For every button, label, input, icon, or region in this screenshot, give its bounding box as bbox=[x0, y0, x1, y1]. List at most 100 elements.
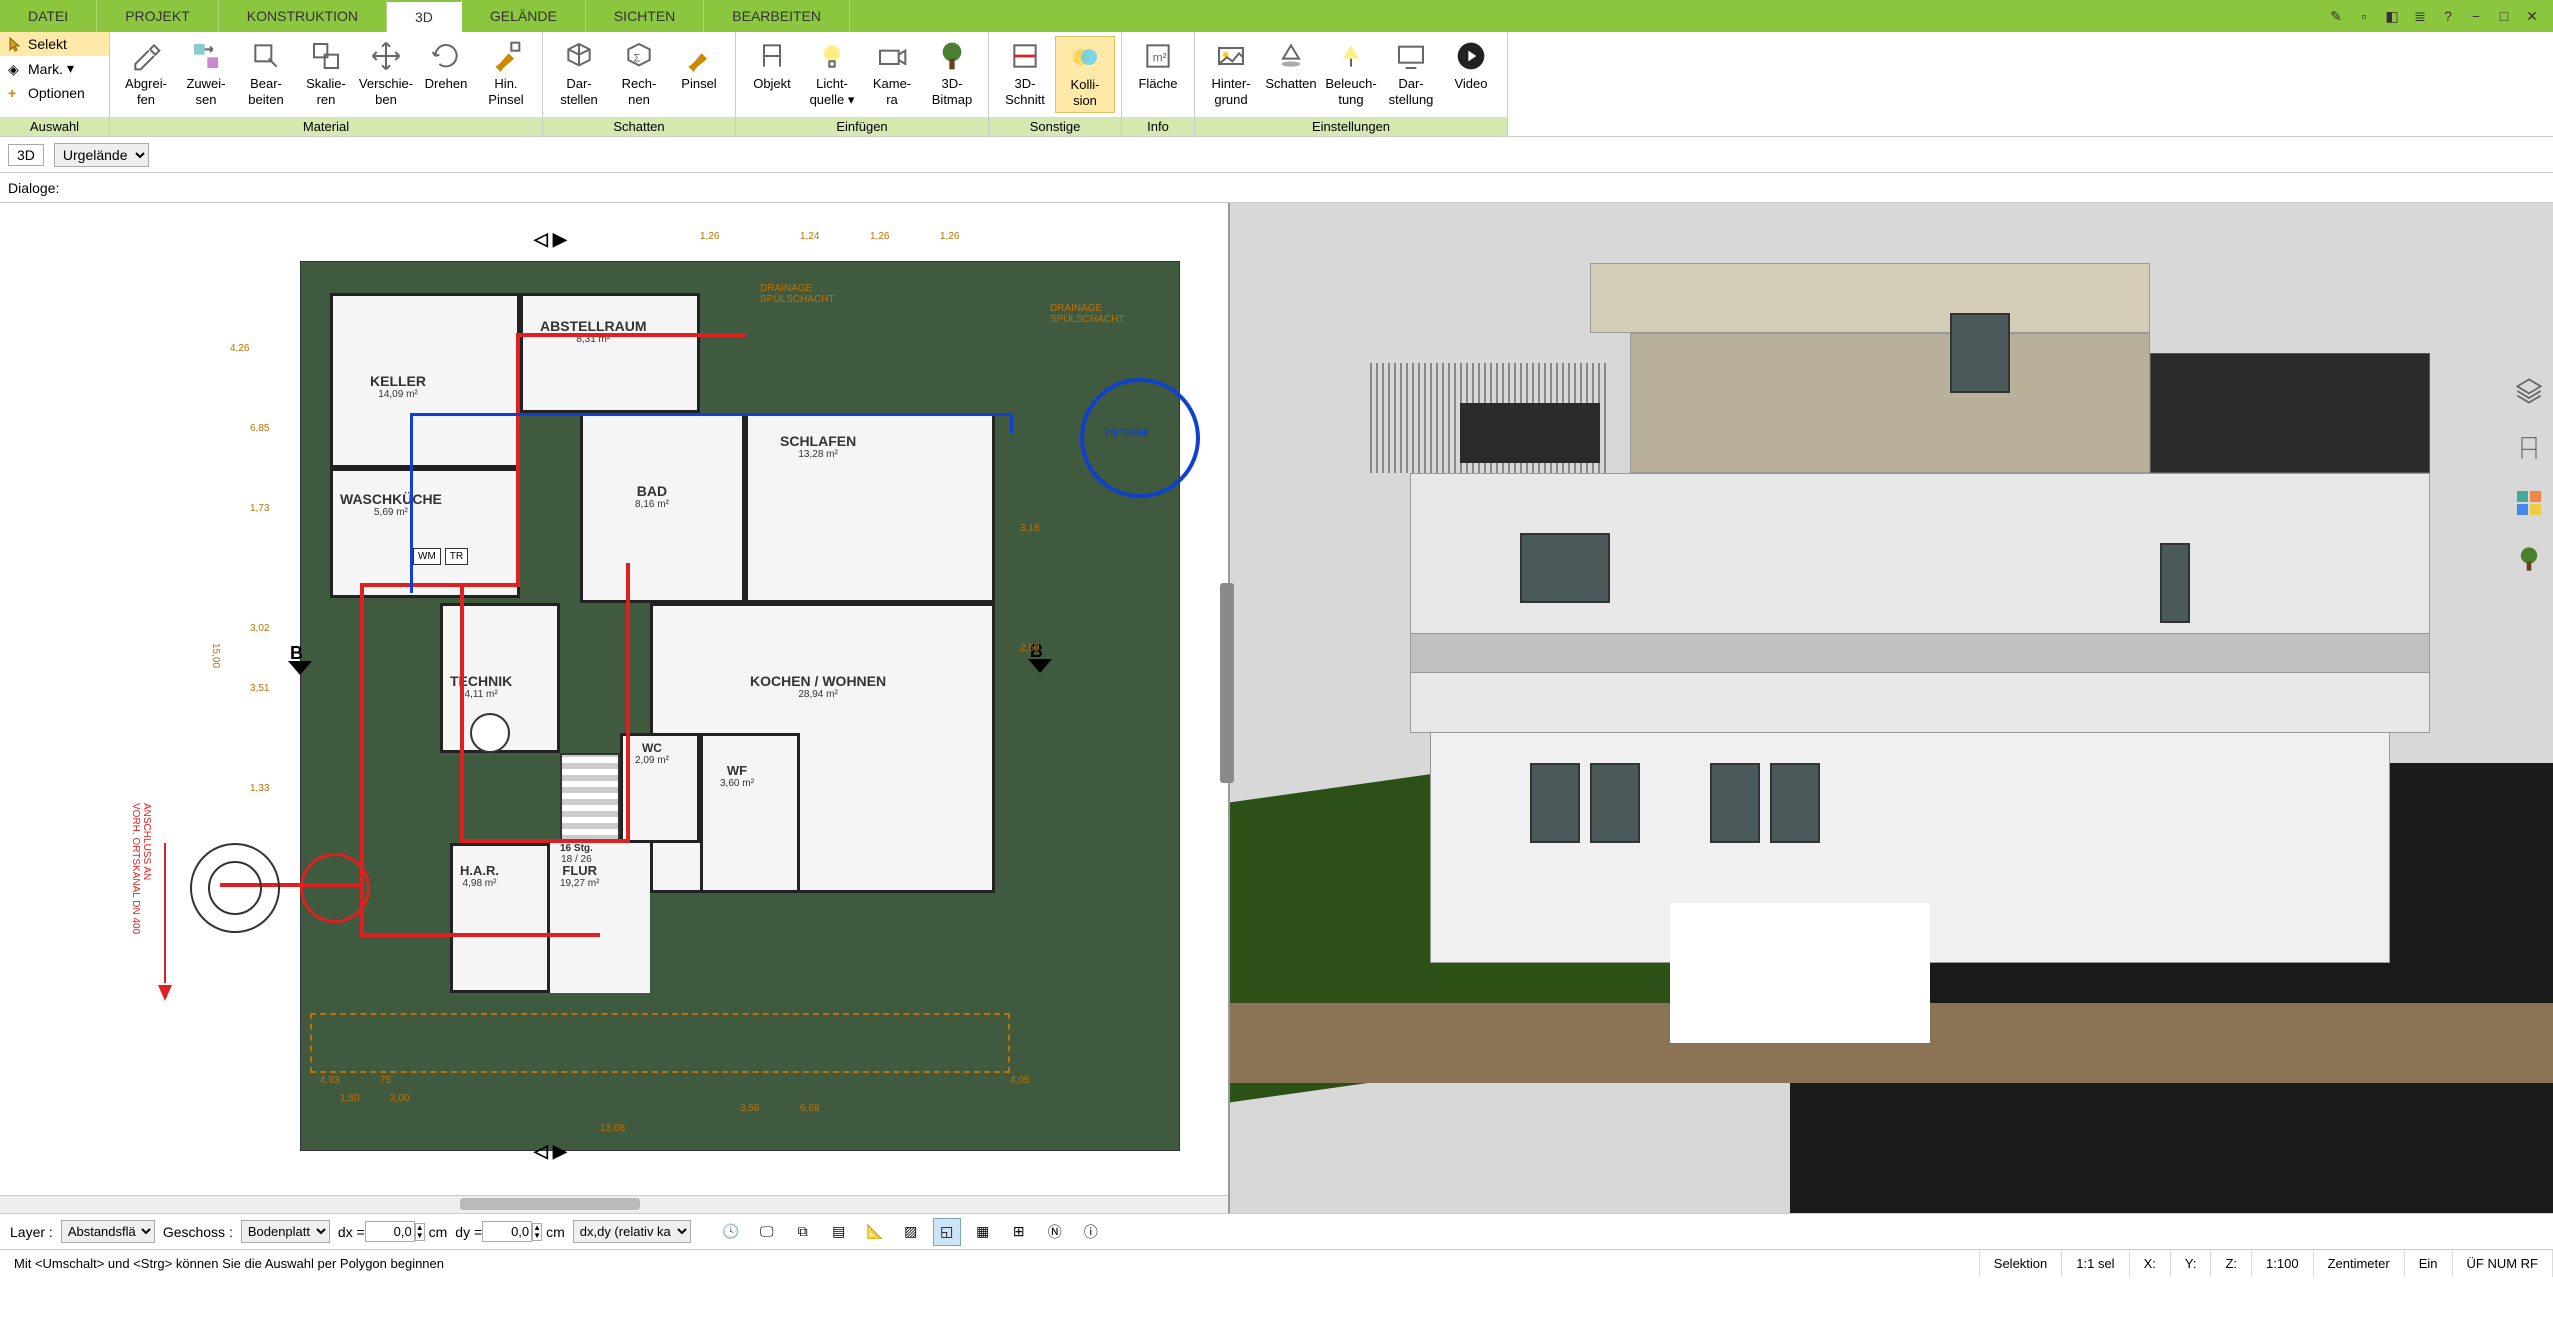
ribbon-group-material: Abgrei- fen Zuwei- senBear- beitenSkalie-… bbox=[110, 32, 543, 136]
dy-input[interactable] bbox=[482, 1221, 532, 1242]
scrollbar-thumb[interactable] bbox=[460, 1198, 640, 1210]
ribbon-kollision-button[interactable]: Kolli- sion bbox=[1055, 36, 1115, 113]
room-abstellraum bbox=[520, 293, 700, 413]
label-keller: KELLER14,09 m² bbox=[370, 373, 426, 400]
layer-select[interactable]: Abstandsflä bbox=[61, 1220, 155, 1243]
ribbon-schatten-button[interactable]: Schatten bbox=[1261, 36, 1321, 113]
building-slab bbox=[1410, 633, 2430, 673]
ribbon-beleuchtung-button[interactable]: Beleuch- tung bbox=[1321, 36, 1381, 113]
maximize-icon[interactable]: □ bbox=[2493, 5, 2515, 27]
help-icon[interactable]: ? bbox=[2437, 5, 2459, 27]
dim: 1,50 bbox=[340, 1093, 359, 1104]
ribbon-hinpinsel-button[interactable]: Hin. Pinsel bbox=[476, 36, 536, 113]
grid-icon[interactable]: ⊞ bbox=[1005, 1218, 1033, 1246]
info-icon[interactable]: ⓘ bbox=[1077, 1218, 1105, 1246]
dim-icon[interactable]: ◱ bbox=[933, 1218, 961, 1246]
ribbon-objekt-button[interactable]: Objekt bbox=[742, 36, 802, 113]
menu-datei[interactable]: DATEI bbox=[0, 0, 97, 32]
ribbon-darstellen-s-button[interactable]: Dar- stellen bbox=[549, 36, 609, 113]
ribbon-bearbeiten-button[interactable]: Bear- beiten bbox=[236, 36, 296, 113]
tree-tool-icon[interactable] bbox=[2511, 541, 2547, 577]
floorplan-scrollbar[interactable] bbox=[0, 1195, 1228, 1213]
3d-view-pane[interactable] bbox=[1230, 203, 2553, 1213]
dx-down[interactable]: ▼ bbox=[416, 1232, 424, 1240]
appliances: WM TR bbox=[413, 548, 468, 565]
ribbon-darstellung-button[interactable]: Dar- stellung bbox=[1381, 36, 1441, 113]
mark-dropdown-icon[interactable]: ▾ bbox=[67, 60, 74, 77]
floorplan-pane[interactable]: ◁ ▶ ◁ ▶ KELLER14,09 m² ABSTELLRAUM8,31 m… bbox=[0, 203, 1230, 1213]
ribbon-bitmap3d-button[interactable]: 3D- Bitmap bbox=[922, 36, 982, 113]
building-mid bbox=[1410, 473, 2430, 733]
menu-sichten[interactable]: SICHTEN bbox=[586, 0, 704, 32]
dim: 1,33 bbox=[250, 783, 269, 794]
ribbon-group-info: m²Fläche Info bbox=[1122, 32, 1195, 136]
window-3d bbox=[1530, 763, 1580, 843]
menu-gelaende[interactable]: GELÄNDE bbox=[462, 0, 586, 32]
options-button[interactable]: + Optionen bbox=[0, 81, 109, 105]
ribbon-abgreifen-button[interactable]: Abgrei- fen bbox=[116, 36, 176, 113]
terrain-select[interactable]: Urgelände bbox=[54, 143, 149, 167]
menu-3d[interactable]: 3D bbox=[387, 0, 462, 32]
cistern bbox=[1080, 378, 1200, 498]
new-icon[interactable]: ▫ bbox=[2353, 5, 2375, 27]
ribbon-licht-button[interactable]: Licht- quelle ▾ bbox=[802, 36, 862, 113]
north-icon[interactable]: Ⓝ bbox=[1041, 1218, 1069, 1246]
coord-mode-select[interactable]: dx,dy (relativ ka bbox=[573, 1220, 691, 1243]
layers-icon[interactable]: ≣ bbox=[2409, 5, 2431, 27]
dim: 4,93 bbox=[320, 1075, 339, 1086]
water-line bbox=[410, 413, 413, 593]
ribbon-pinsel-button[interactable]: Pinsel bbox=[669, 36, 729, 113]
ribbon-hintergrund-button[interactable]: Hinter- grund bbox=[1201, 36, 1261, 113]
menu-projekt[interactable]: PROJEKT bbox=[97, 0, 219, 32]
tree-icon bbox=[936, 40, 968, 72]
pipe bbox=[626, 563, 630, 843]
ribbon-zuweisen-button[interactable]: Zuwei- sen bbox=[176, 36, 236, 113]
manhole-inner bbox=[208, 861, 262, 915]
ribbon-verschieben-button[interactable]: Verschie- ben bbox=[356, 36, 416, 113]
room-waschkueche bbox=[330, 468, 520, 598]
menu-konstruktion[interactable]: KONSTRUKTION bbox=[219, 0, 387, 32]
select-button[interactable]: Selekt bbox=[0, 32, 109, 56]
stack-icon[interactable]: ▤ bbox=[825, 1218, 853, 1246]
window-3d bbox=[1950, 313, 2010, 393]
ribbon-group-schatten: Dar- stellenΣRech- nenPinsel Schatten bbox=[543, 32, 736, 136]
close-icon[interactable]: ✕ bbox=[2521, 5, 2543, 27]
copy-icon[interactable]: ⧉ bbox=[789, 1218, 817, 1246]
arrow-down-icon bbox=[150, 843, 180, 1003]
dx-input[interactable] bbox=[365, 1221, 415, 1242]
pencil-icon[interactable]: ✎ bbox=[2325, 5, 2347, 27]
layers-tool-icon[interactable] bbox=[2511, 373, 2547, 409]
ribbon-kamera-button[interactable]: Kame- ra bbox=[862, 36, 922, 113]
geschoss-select[interactable]: Bodenplatt bbox=[241, 1220, 330, 1243]
ribbon-btn-label: Abgrei- fen bbox=[125, 76, 167, 107]
ribbon-video-button[interactable]: Video bbox=[1441, 36, 1501, 113]
ribbon-schnitt3d-button[interactable]: 3D- Schnitt bbox=[995, 36, 1055, 113]
mark-button[interactable]: ◈ Mark. ▾ bbox=[0, 56, 109, 81]
ribbon-group-einstellungen: Hinter- grundSchattenBeleuch- tungDar- s… bbox=[1195, 32, 1508, 136]
screen-icon[interactable]: 🖵 bbox=[753, 1218, 781, 1246]
ribbon-drehen-button[interactable]: Drehen bbox=[416, 36, 476, 113]
clock-icon[interactable]: 🕓 bbox=[717, 1218, 745, 1246]
ribbon-rechnen-button[interactable]: ΣRech- nen bbox=[609, 36, 669, 113]
ribbon-btn-label: Pinsel bbox=[681, 76, 716, 92]
minimize-icon[interactable]: − bbox=[2465, 5, 2487, 27]
ribbon-flaeche-button[interactable]: m²Fläche bbox=[1128, 36, 1188, 113]
view-tools-palette bbox=[2511, 373, 2547, 577]
status-caps: ÜF NUM RF bbox=[2453, 1250, 2553, 1277]
recent-icon[interactable]: ◧ bbox=[2381, 5, 2403, 27]
measure-icon[interactable]: 📐 bbox=[861, 1218, 889, 1246]
chair-tool-icon[interactable] bbox=[2511, 429, 2547, 465]
grid-plane-icon[interactable]: ▦ bbox=[969, 1218, 997, 1246]
ribbon-btn-label: Licht- quelle ▾ bbox=[810, 76, 855, 107]
pane-splitter[interactable] bbox=[1220, 583, 1234, 783]
hatch-icon[interactable]: ▨ bbox=[897, 1218, 925, 1246]
palette-tool-icon[interactable] bbox=[2511, 485, 2547, 521]
status-selection: Selektion bbox=[1980, 1250, 2062, 1277]
geschoss-label: Geschoss : bbox=[163, 1224, 233, 1240]
dy-down[interactable]: ▼ bbox=[533, 1232, 541, 1240]
dim: 3,51 bbox=[250, 683, 269, 694]
ribbon-skalieren-button[interactable]: Skalie- ren bbox=[296, 36, 356, 113]
menu-bearbeiten[interactable]: BEARBEITEN bbox=[704, 0, 850, 32]
ribbon-btn-label: Kolli- sion bbox=[1071, 77, 1100, 108]
plus-icon: + bbox=[8, 85, 24, 101]
